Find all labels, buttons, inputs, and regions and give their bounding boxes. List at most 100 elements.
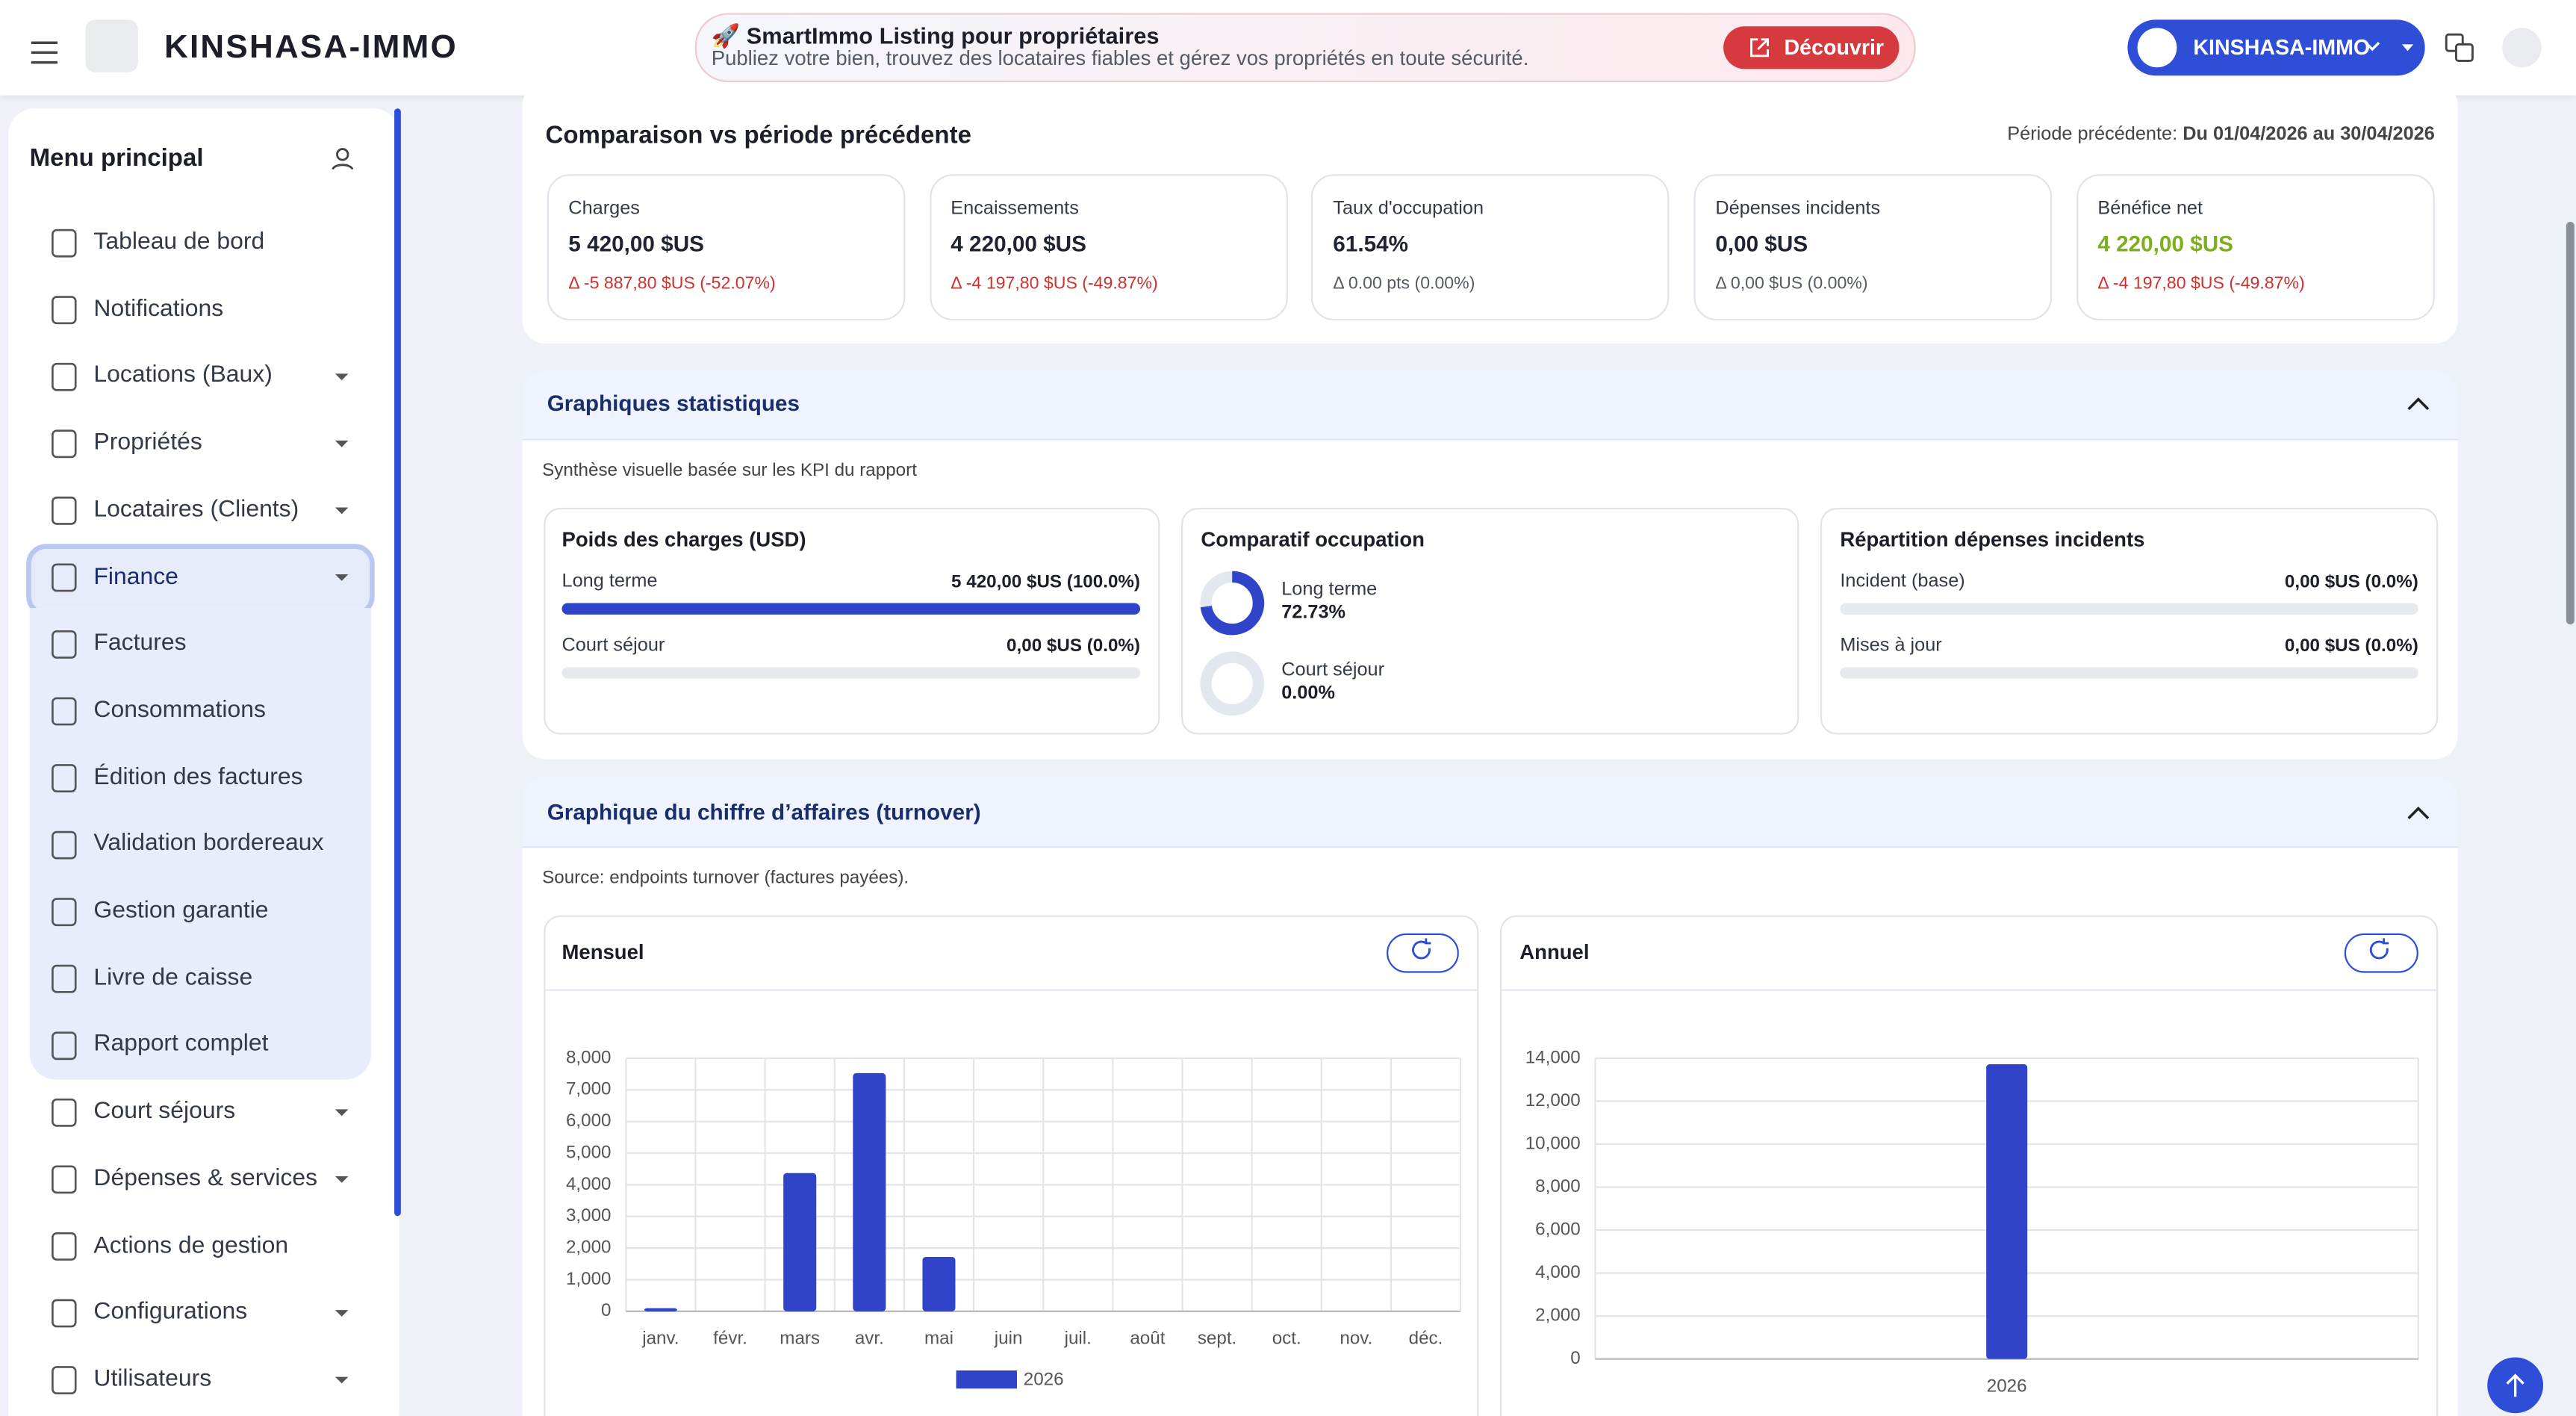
stats-subtitle: Synthèse visuelle basée sur les KPI du r… <box>542 460 917 481</box>
y-tick-label: 4,000 <box>566 1174 612 1194</box>
menu-icon <box>52 1098 77 1127</box>
y-tick-label: 8,000 <box>1535 1176 1581 1196</box>
panel-title: Répartition dépenses incidents <box>1840 528 2145 552</box>
dropdown-caret <box>335 507 349 515</box>
x-tick-label: avr. <box>855 1329 884 1349</box>
x-tick-label: sept. <box>1198 1329 1236 1349</box>
kpi-value: 61.54% <box>1333 232 1409 257</box>
row-value: 0,00 $US (0.0%) <box>2284 572 2418 593</box>
menu-icon <box>52 830 77 860</box>
banner-button[interactable] <box>1723 26 1900 69</box>
monthly-panel <box>544 915 1479 1416</box>
y-tick-label: 10,000 <box>1525 1133 1581 1153</box>
submenu-item[interactable]: Livre de caisse <box>93 964 253 991</box>
menu-icon <box>52 630 77 659</box>
occupation-value: 72.73% <box>1281 603 1346 624</box>
stats-header[interactable] <box>522 371 2458 441</box>
menu-item-label: Utilisateurs <box>93 1365 212 1393</box>
kpi-label: Dépenses incidents <box>1715 199 1881 219</box>
menu-icon <box>52 563 77 592</box>
dropdown-caret <box>335 1176 349 1183</box>
org-icon <box>2137 28 2177 68</box>
chart-title: Annuel <box>1519 940 1590 964</box>
kpi-label: Taux d'occupation <box>1333 199 1484 219</box>
turnover-title: Graphique du chiffre d’affaires (turnove… <box>547 800 981 825</box>
logo <box>85 19 138 72</box>
submenu <box>29 608 372 1080</box>
banner-button-label: Découvrir <box>1784 34 1885 60</box>
bar <box>853 1072 886 1311</box>
x-tick-label: juil. <box>1064 1329 1092 1349</box>
kpi-value: 5 420,00 $US <box>568 232 704 257</box>
menu-icon <box>52 1031 77 1061</box>
y-tick-label: 2,000 <box>1535 1305 1581 1326</box>
period-value: Du 01/04/2026 au 30/04/2026 <box>2183 125 2435 145</box>
menu-icon <box>52 898 77 927</box>
kpi-card <box>547 174 906 321</box>
translate-icon[interactable] <box>2445 33 2474 63</box>
submenu-item[interactable]: Factures <box>93 630 187 657</box>
menu-item-label: Dépenses & services <box>93 1165 318 1192</box>
row-label: Mises à jour <box>1840 636 1942 656</box>
profile-icon[interactable] <box>330 146 355 171</box>
period-label: Période précédente: <box>2007 125 2178 145</box>
kpi-card <box>1693 174 2053 321</box>
refresh-button[interactable] <box>2344 933 2418 973</box>
charges-panel <box>544 507 1160 735</box>
submenu-item[interactable]: Gestion garantie <box>93 898 269 925</box>
org-caret <box>2365 42 2414 52</box>
submenu-item[interactable]: Validation bordereaux <box>93 830 324 857</box>
x-tick-label: mai <box>924 1329 953 1349</box>
collapse-icon[interactable] <box>2405 805 2431 822</box>
progress-track <box>1840 667 2418 679</box>
comparison-title: Comparaison vs période précédente <box>545 121 971 150</box>
kpi-value: 4 220,00 $US <box>951 232 1086 257</box>
y-tick-label: 1,000 <box>566 1269 612 1289</box>
menu-item-label: Notifications <box>93 296 224 323</box>
refresh-icon <box>1412 938 2389 960</box>
refresh-button[interactable] <box>1387 933 1459 973</box>
progress-bar <box>561 603 1141 615</box>
y-tick-label: 7,000 <box>566 1079 612 1099</box>
sidebar-title: Menu principal <box>29 144 204 173</box>
arrow-up-icon <box>2506 1373 2524 1397</box>
y-tick-label: 14,000 <box>1525 1047 1581 1067</box>
menu-icon <box>52 229 77 258</box>
x-tick-label: févr. <box>713 1329 747 1349</box>
submenu-item[interactable]: Consommations <box>93 697 266 724</box>
kpi-delta: Δ 0,00 $US (0.00%) <box>1715 273 1868 294</box>
sidebar-scrollbar <box>394 108 401 1217</box>
dropdown-caret <box>335 1376 349 1384</box>
dropdown-caret <box>335 1109 349 1117</box>
submenu-item[interactable]: Rapport complet <box>93 1031 269 1058</box>
x-tick-label: déc. <box>1409 1329 1443 1349</box>
y-tick-label: 8,000 <box>566 1047 612 1067</box>
row-label: Long terme <box>561 571 658 592</box>
x-tick-label: oct. <box>1272 1329 1301 1349</box>
occupation-label: Long terme <box>1281 580 1378 600</box>
progress-track <box>1840 603 2418 615</box>
kpi-value: 4 220,00 $US <box>2097 232 2233 257</box>
x-tick-label: janv. <box>641 1329 679 1349</box>
kpi-label: Encaissements <box>951 199 1079 219</box>
collapse-icon[interactable] <box>2405 396 2431 412</box>
panel-divider <box>544 989 1479 991</box>
kpi-card <box>2076 174 2435 321</box>
menu-icon <box>52 964 77 993</box>
user-avatar[interactable] <box>2502 28 2542 68</box>
submenu-item[interactable]: Édition des factures <box>93 763 303 791</box>
bar <box>783 1173 817 1311</box>
menu-toggle[interactable] <box>30 40 60 66</box>
stats-title: Graphiques statistiques <box>547 391 800 416</box>
x-tick-label: août <box>1130 1329 1165 1349</box>
row-label: Court séjour <box>561 636 665 656</box>
y-tick-label: 0 <box>1570 1348 1580 1368</box>
occupation-panel <box>1181 507 1799 735</box>
menu-item-label: Finance <box>93 563 178 590</box>
dropdown-caret <box>335 574 349 581</box>
turnover-header[interactable] <box>522 777 2458 848</box>
occupation-label: Court séjour <box>1281 660 1385 681</box>
